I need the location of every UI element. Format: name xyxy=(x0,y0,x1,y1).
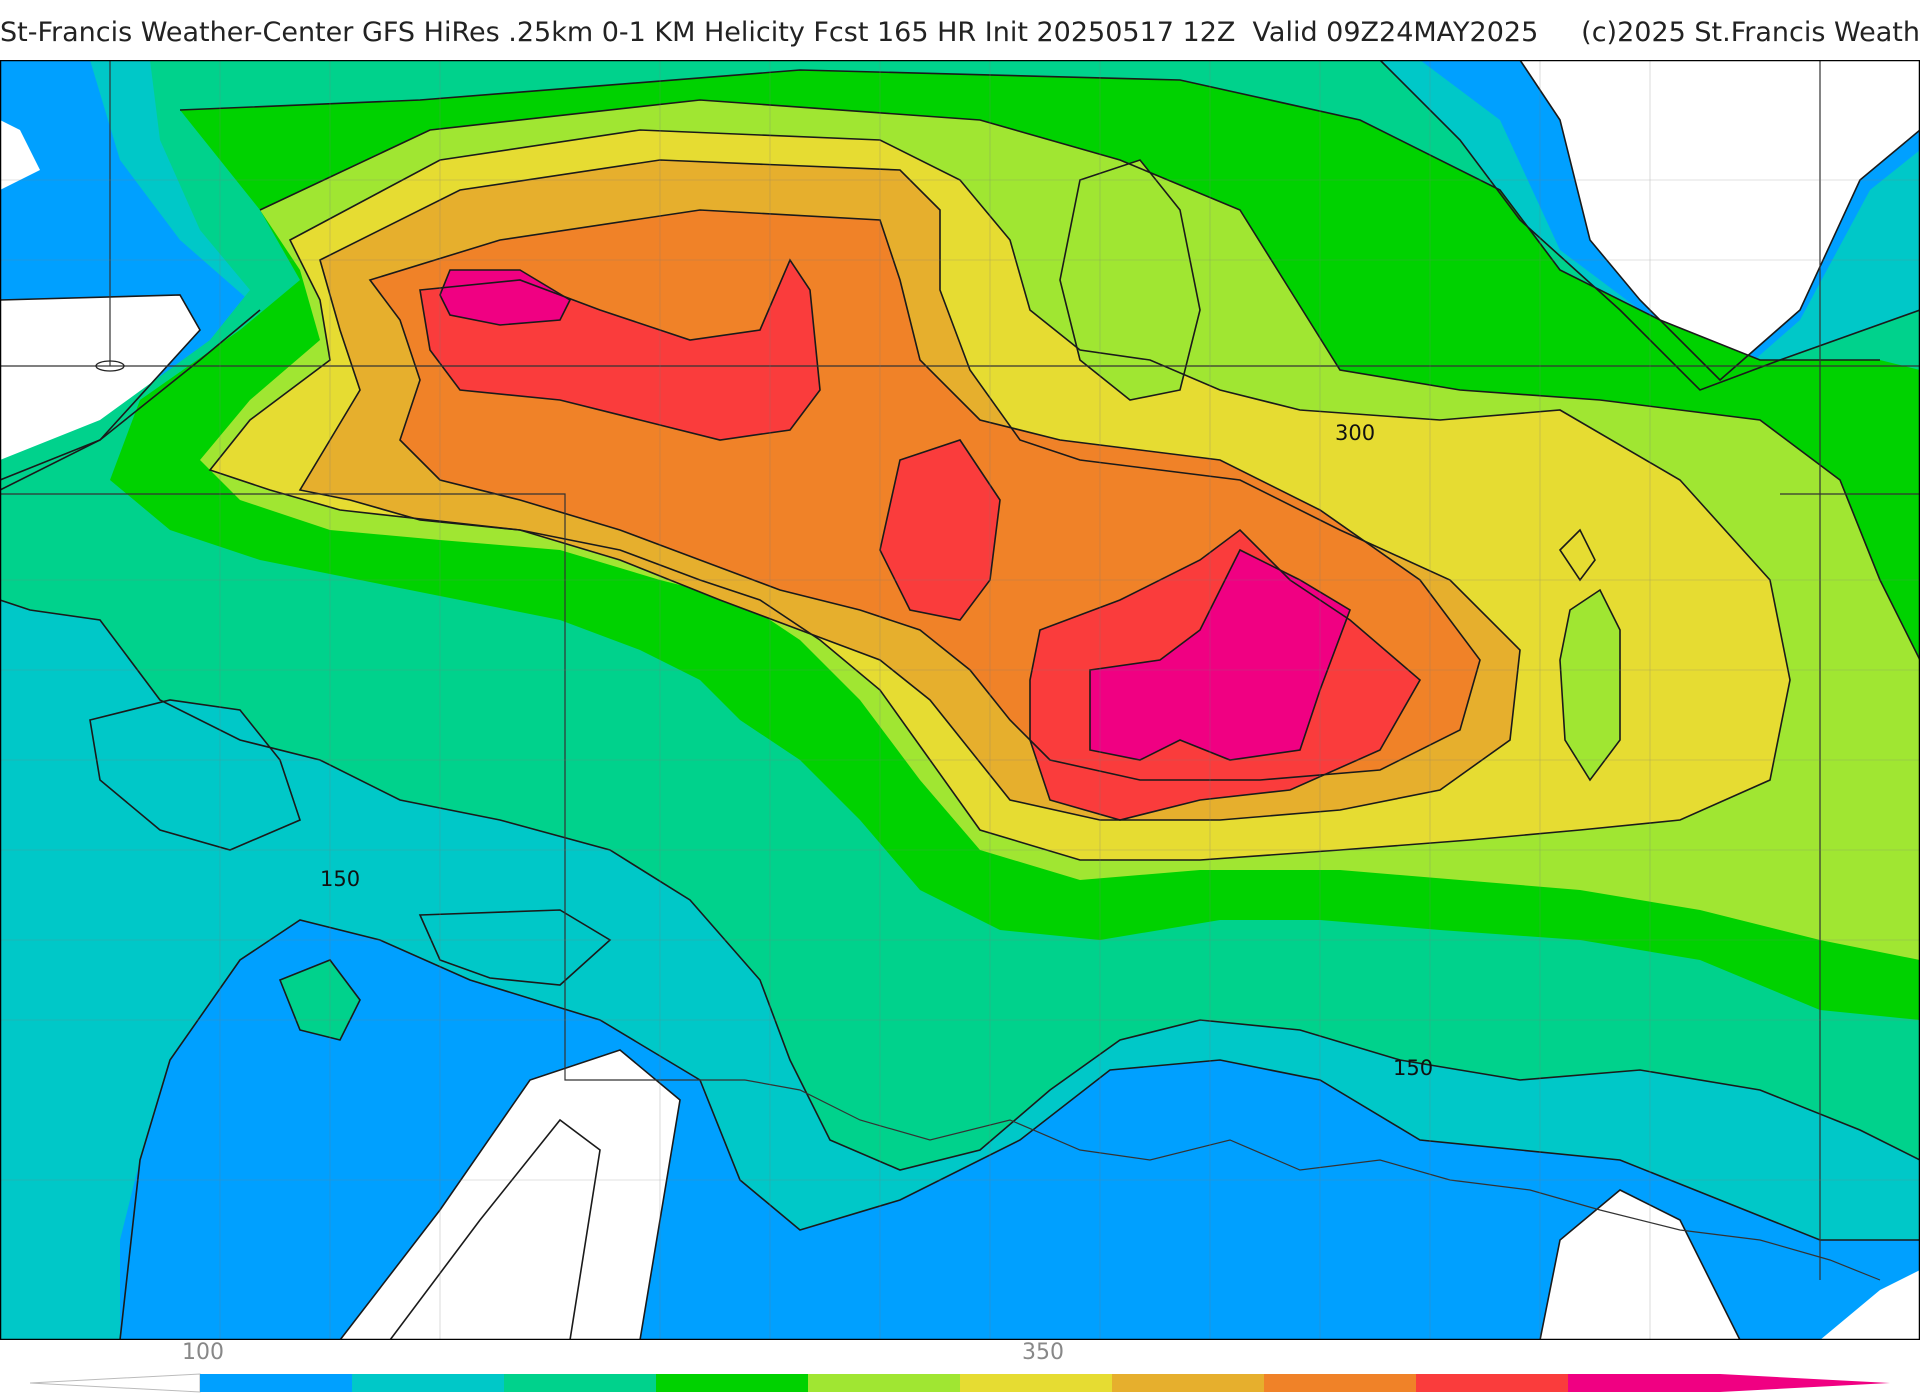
legend-colorbar xyxy=(30,1373,1890,1393)
legend-swatch xyxy=(1112,1374,1265,1392)
legend-label-350: 350 xyxy=(1022,1340,1064,1365)
legend-swatch xyxy=(960,1374,1113,1392)
legend-swatch xyxy=(200,1374,353,1392)
county-lines xyxy=(0,60,1920,1340)
legend-swatch xyxy=(1264,1374,1417,1392)
map-title: St-Francis Weather-Center GFS HiRes .25k… xyxy=(0,17,1920,48)
band-lime-island xyxy=(1560,590,1620,780)
legend-arrow-right xyxy=(1720,1374,1890,1392)
band-lime-island xyxy=(1060,160,1200,400)
legend-swatch xyxy=(1416,1374,1569,1392)
contour-lines xyxy=(0,60,1920,1340)
band-magenta xyxy=(1090,550,1350,760)
legend-swatch xyxy=(1568,1374,1721,1392)
legend-label-100: 100 xyxy=(182,1340,224,1365)
contour-label: 150 xyxy=(320,867,360,891)
legend-arrow-left xyxy=(30,1373,201,1393)
contour-label: 300 xyxy=(1335,421,1375,445)
state-boundaries xyxy=(0,60,1920,1281)
legend-swatch xyxy=(352,1374,505,1392)
contour-label: 150 xyxy=(1393,1056,1433,1080)
band-red xyxy=(880,440,1000,620)
band-magenta xyxy=(440,270,570,325)
city-marker xyxy=(95,360,125,372)
band-teal-island xyxy=(280,960,360,1040)
legend-swatch xyxy=(808,1374,961,1392)
legend-swatch xyxy=(504,1374,657,1392)
band-cyan-island xyxy=(90,700,300,850)
legend-swatch xyxy=(656,1374,809,1392)
helicity-map: 300 150 150 xyxy=(0,60,1920,1340)
